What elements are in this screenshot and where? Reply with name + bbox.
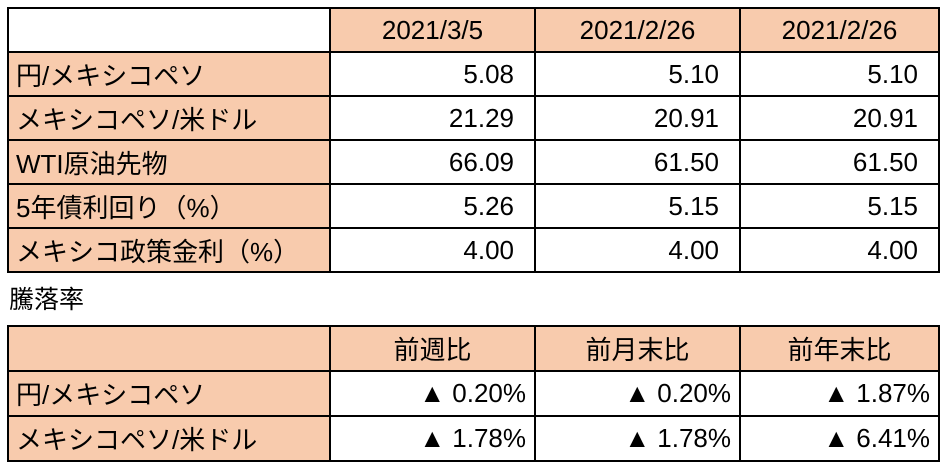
table-row-wti: WTI原油先物 66.09 61.50 61.50: [7, 139, 940, 185]
rates-corner-cell: [7, 7, 331, 53]
value-cell: 4.00: [329, 227, 536, 273]
table-row-jpy-mxn-change: 円/メキシコペソ ▲ 0.20% ▲ 0.20% ▲ 1.87%: [7, 370, 940, 417]
change-cell: ▲ 1.78%: [329, 415, 536, 462]
row-label: メキシコ政策金利（%）: [7, 227, 331, 273]
change-cell: ▲ 1.87%: [739, 370, 940, 417]
value-cell: 4.00: [739, 227, 940, 273]
value-cell: 21.29: [329, 95, 536, 141]
rates-date-header-1: 2021/3/5: [329, 7, 536, 53]
row-label: メキシコペソ/米ドル: [7, 415, 331, 462]
rates-date-header-3: 2021/2/26: [739, 7, 940, 53]
change-rate-table: 前週比 前月末比 前年末比 円/メキシコペソ ▲ 0.20% ▲ 0.20% ▲…: [7, 325, 940, 462]
value-cell: 5.15: [739, 183, 940, 229]
rates-date-header-2: 2021/2/26: [534, 7, 741, 53]
value-cell: 5.10: [739, 51, 940, 97]
value-cell: 4.00: [534, 227, 741, 273]
value-cell: 61.50: [534, 139, 741, 185]
value-cell: 66.09: [329, 139, 536, 185]
value-cell: 5.15: [534, 183, 741, 229]
row-label: WTI原油先物: [7, 139, 331, 185]
changes-header-row: 前週比 前月末比 前年末比: [7, 325, 940, 372]
rates-header-row: 2021/3/5 2021/2/26 2021/2/26: [7, 7, 940, 53]
row-label: 5年債利回り（%）: [7, 183, 331, 229]
changes-header-weekly: 前週比: [329, 325, 536, 372]
row-label: 円/メキシコペソ: [7, 51, 331, 97]
value-cell: 5.26: [329, 183, 536, 229]
changes-corner-cell: [7, 325, 331, 372]
change-cell: ▲ 0.20%: [329, 370, 536, 417]
section-label-tourakuritsu: 騰落率: [9, 286, 85, 314]
value-cell: 61.50: [739, 139, 940, 185]
table-row-policy-rate: メキシコ政策金利（%） 4.00 4.00 4.00: [7, 227, 940, 273]
table-row-5y-yield: 5年債利回り（%） 5.26 5.15 5.15: [7, 183, 940, 229]
changes-header-yearly: 前年末比: [739, 325, 940, 372]
value-cell: 20.91: [534, 95, 741, 141]
table-row-mxn-usd: メキシコペソ/米ドル 21.29 20.91 20.91: [7, 95, 940, 141]
value-cell: 5.08: [329, 51, 536, 97]
row-label: 円/メキシコペソ: [7, 370, 331, 417]
value-cell: 5.10: [534, 51, 741, 97]
table-row-jpy-mxn: 円/メキシコペソ 5.08 5.10 5.10: [7, 51, 940, 97]
change-cell: ▲ 1.78%: [534, 415, 741, 462]
change-cell: ▲ 0.20%: [534, 370, 741, 417]
table-row-mxn-usd-change: メキシコペソ/米ドル ▲ 1.78% ▲ 1.78% ▲ 6.41%: [7, 415, 940, 462]
rates-table: 2021/3/5 2021/2/26 2021/2/26 円/メキシコペソ 5.…: [7, 7, 940, 273]
change-cell: ▲ 6.41%: [739, 415, 940, 462]
value-cell: 20.91: [739, 95, 940, 141]
row-label: メキシコペソ/米ドル: [7, 95, 331, 141]
changes-header-monthly: 前月末比: [534, 325, 741, 372]
